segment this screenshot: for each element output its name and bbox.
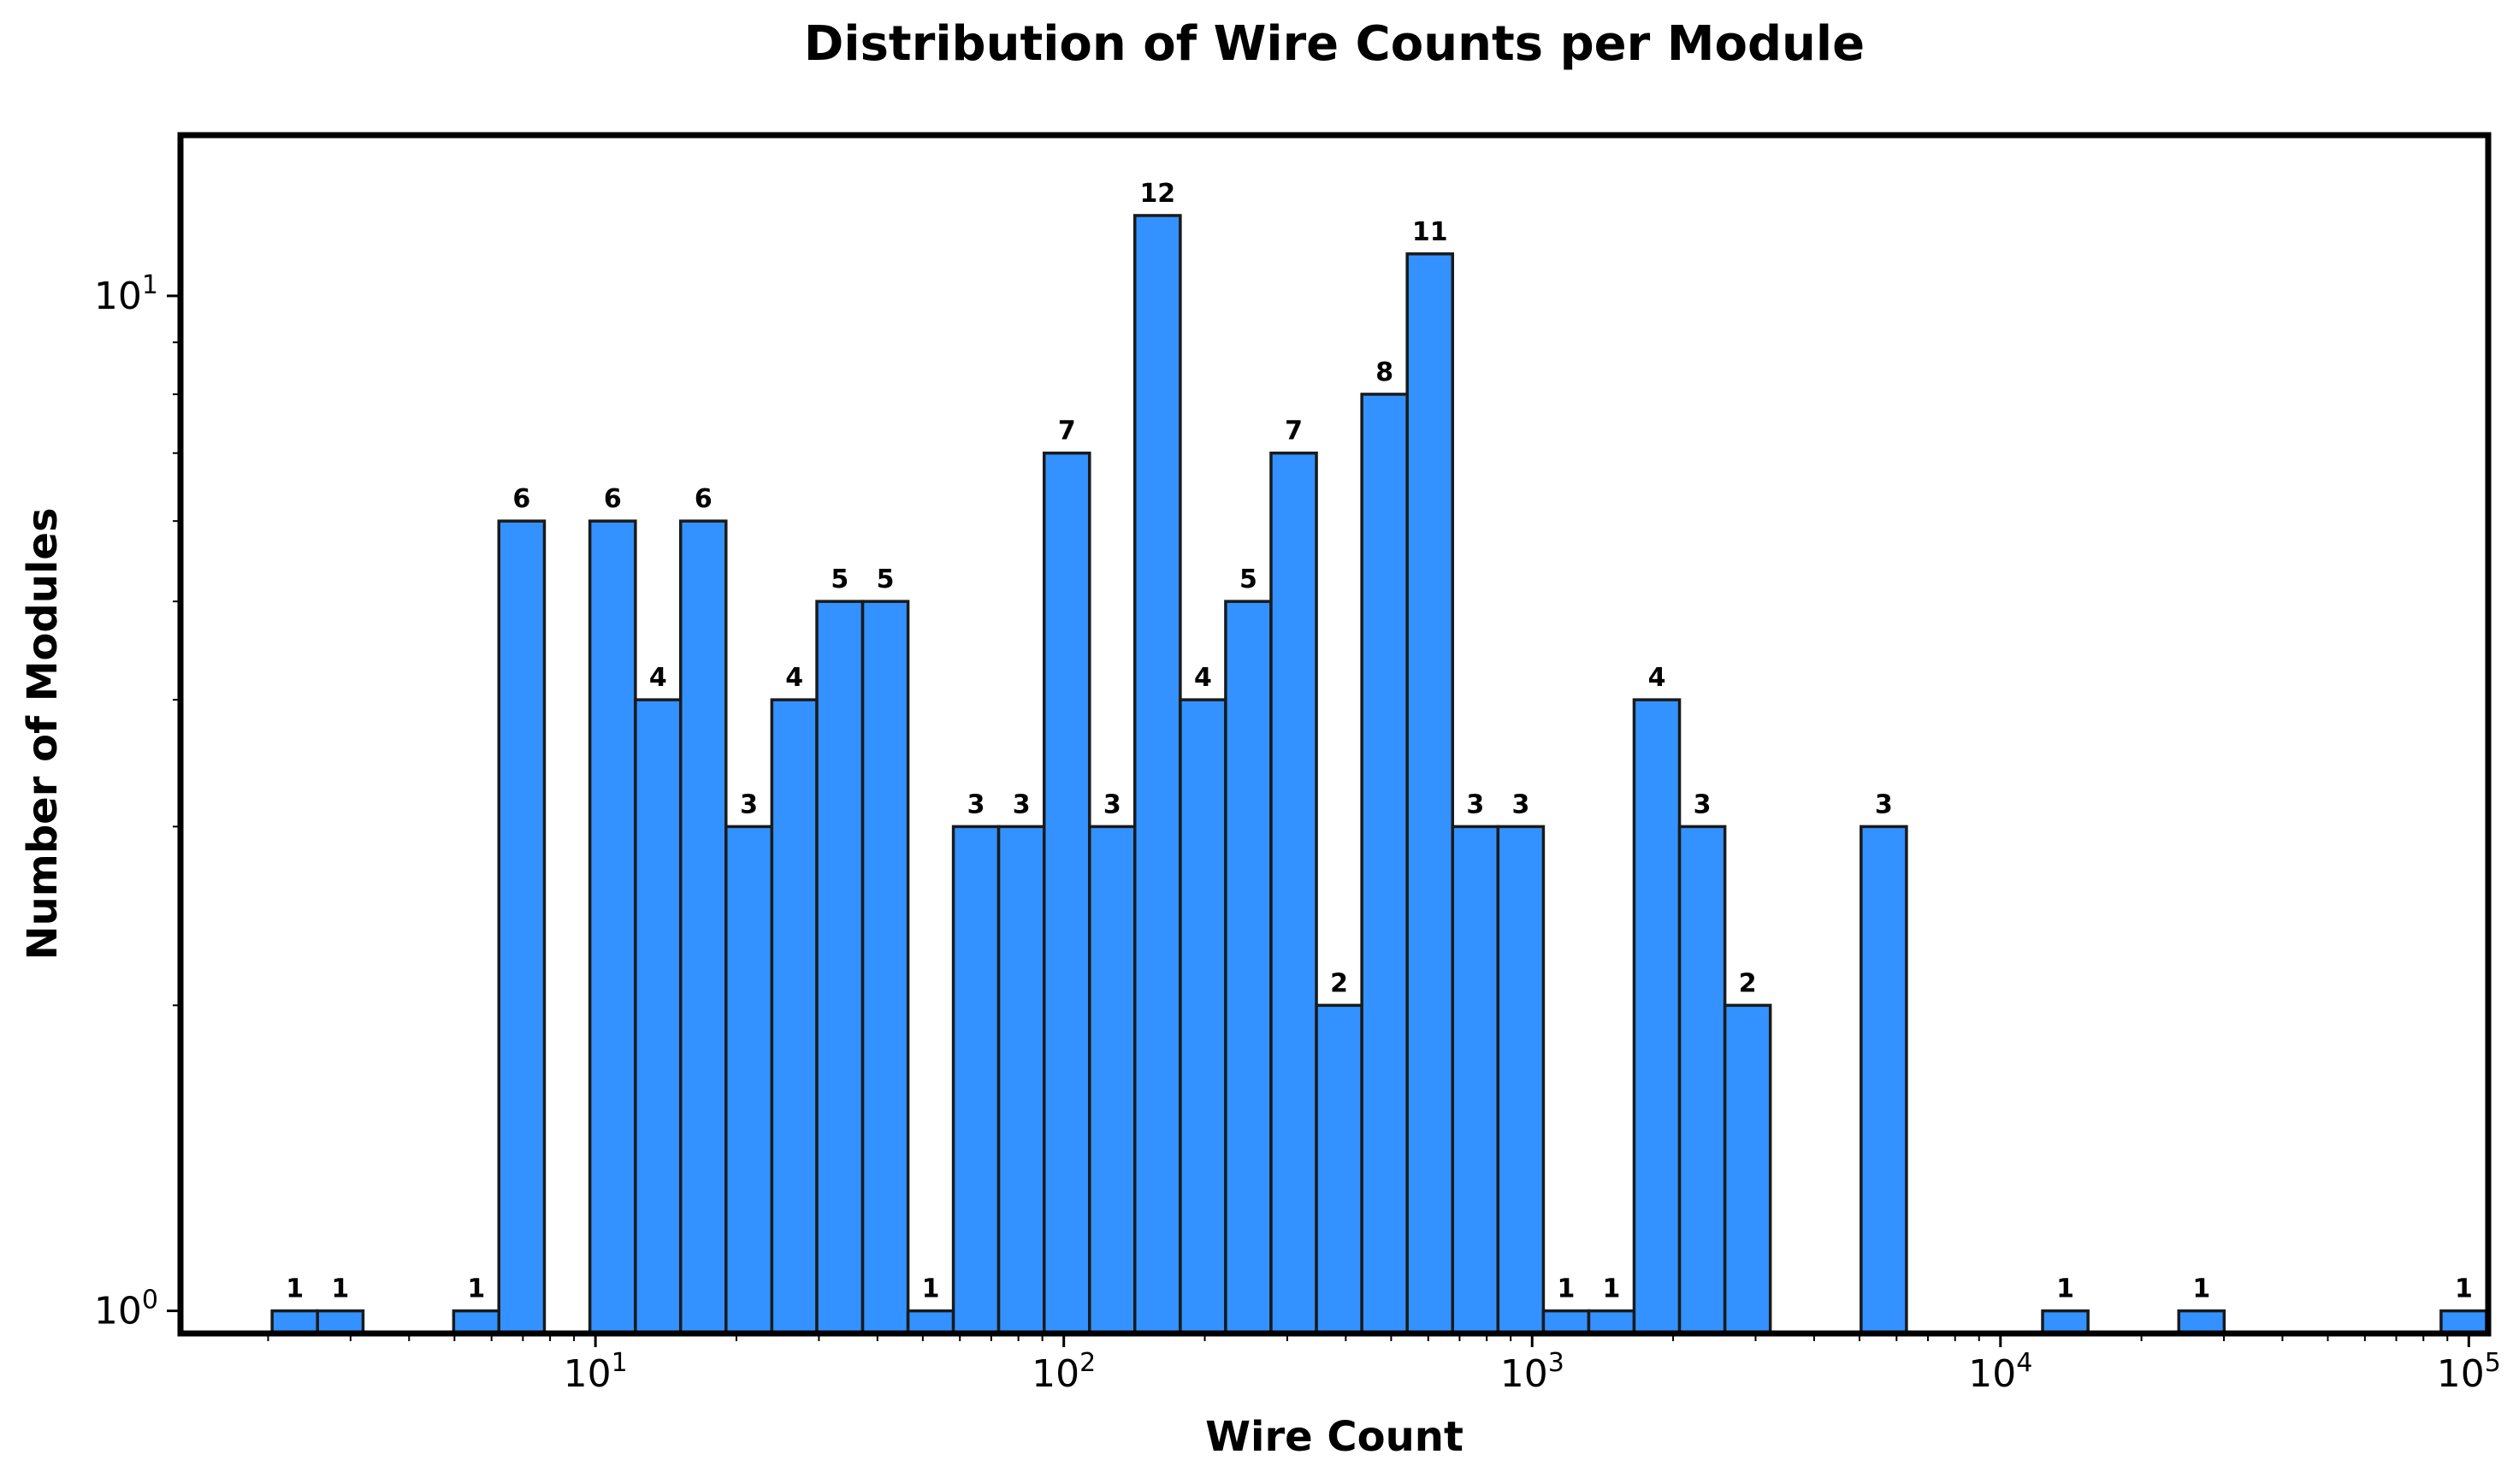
bars-group (270, 214, 2488, 1335)
bar-label-11: 1 (922, 1274, 940, 1304)
bar-32 (2177, 1309, 2226, 1335)
x-tick-label-2: 103 (1500, 1348, 1564, 1396)
bar-31 (2041, 1309, 2090, 1335)
bar-22 (1405, 252, 1455, 1335)
bar-label-1: 1 (331, 1274, 349, 1304)
x-tick-label-0: 101 (564, 1348, 628, 1396)
bar-label-20: 2 (1330, 968, 1348, 998)
bar-33 (2439, 1309, 2488, 1335)
bar-label-6: 6 (695, 484, 713, 514)
bar-label-10: 5 (877, 565, 895, 594)
bar-label-22: 11 (1412, 217, 1448, 247)
bar-label-29: 2 (1739, 968, 1757, 998)
bar-label-23: 3 (1466, 789, 1484, 819)
bar-label-2: 1 (467, 1274, 485, 1304)
bar-label-3: 6 (512, 484, 530, 514)
bar-6 (678, 519, 728, 1335)
bar-0 (270, 1309, 319, 1335)
bar-label-26: 1 (1603, 1274, 1621, 1304)
y-tick-label-0: 100 (94, 1286, 158, 1333)
bar-4 (588, 519, 637, 1335)
bar-label-12: 3 (967, 789, 985, 819)
bar-14 (1043, 451, 1091, 1335)
bar-label-7: 3 (740, 789, 758, 819)
bar-label-9: 5 (831, 565, 849, 594)
plot-frame (177, 132, 2492, 1337)
bar-12 (951, 825, 1001, 1335)
x-axis-ticks: 101 102 103 104 105 (267, 1333, 2501, 1396)
x-tick-label-3: 104 (1968, 1348, 2032, 1396)
y-axis-ticks: 100 101 (94, 270, 180, 1333)
bar-label-33: 1 (2455, 1274, 2473, 1304)
bar-label-17: 4 (1194, 663, 1212, 693)
bar-label-24: 3 (1511, 789, 1529, 819)
bar-13 (996, 825, 1046, 1335)
bar-label-15: 3 (1103, 789, 1121, 819)
bar-5 (634, 698, 683, 1335)
y-tick-label-1: 101 (94, 270, 158, 318)
bar-label-5: 4 (649, 663, 667, 693)
bar-label-31: 1 (2056, 1274, 2074, 1304)
x-tick-label-4: 105 (2437, 1348, 2501, 1396)
bar-26 (1587, 1309, 1636, 1335)
bar-16 (1133, 214, 1182, 1335)
bar-15 (1088, 825, 1137, 1335)
bar-21 (1360, 393, 1409, 1335)
bar-8 (770, 698, 819, 1335)
bar-label-19: 7 (1285, 417, 1303, 446)
bar-17 (1179, 698, 1227, 1335)
bar-2 (452, 1309, 501, 1335)
bar-18 (1224, 600, 1273, 1335)
bar-label-21: 8 (1375, 358, 1393, 387)
bar-29 (1723, 1003, 1772, 1335)
chart-title: Distribution of Wire Counts per Module (804, 16, 1865, 72)
bar-label-8: 4 (785, 663, 803, 693)
bar-3 (497, 519, 547, 1335)
bar-label-16: 12 (1139, 179, 1175, 209)
bar-27 (1632, 698, 1682, 1335)
bar-label-4: 6 (604, 484, 622, 514)
bar-label-18: 5 (1239, 565, 1257, 594)
bar-label-30: 3 (1875, 789, 1893, 819)
bar-label-13: 3 (1013, 789, 1031, 819)
bar-label-14: 7 (1058, 417, 1076, 446)
bar-label-25: 1 (1558, 1274, 1576, 1304)
bar-label-0: 1 (286, 1274, 304, 1304)
bar-1 (316, 1309, 365, 1335)
bar-28 (1677, 825, 1727, 1335)
bar-25 (1541, 1309, 1591, 1335)
bar-10 (860, 600, 910, 1335)
bar-label-27: 4 (1648, 663, 1666, 693)
bar-20 (1315, 1003, 1363, 1335)
bar-11 (906, 1309, 955, 1335)
bar-23 (1451, 825, 1500, 1335)
bar-7 (724, 825, 774, 1335)
x-axis-label: Wire Count (1205, 1413, 1463, 1461)
bar-label-32: 1 (2192, 1274, 2210, 1304)
bar-24 (1496, 825, 1546, 1335)
bar-19 (1269, 451, 1318, 1335)
bar-label-28: 3 (1694, 789, 1712, 819)
x-tick-label-1: 102 (1032, 1348, 1096, 1396)
bar-30 (1860, 825, 1908, 1335)
bar-9 (815, 600, 865, 1335)
y-axis-label: Number of Modules (19, 507, 67, 960)
